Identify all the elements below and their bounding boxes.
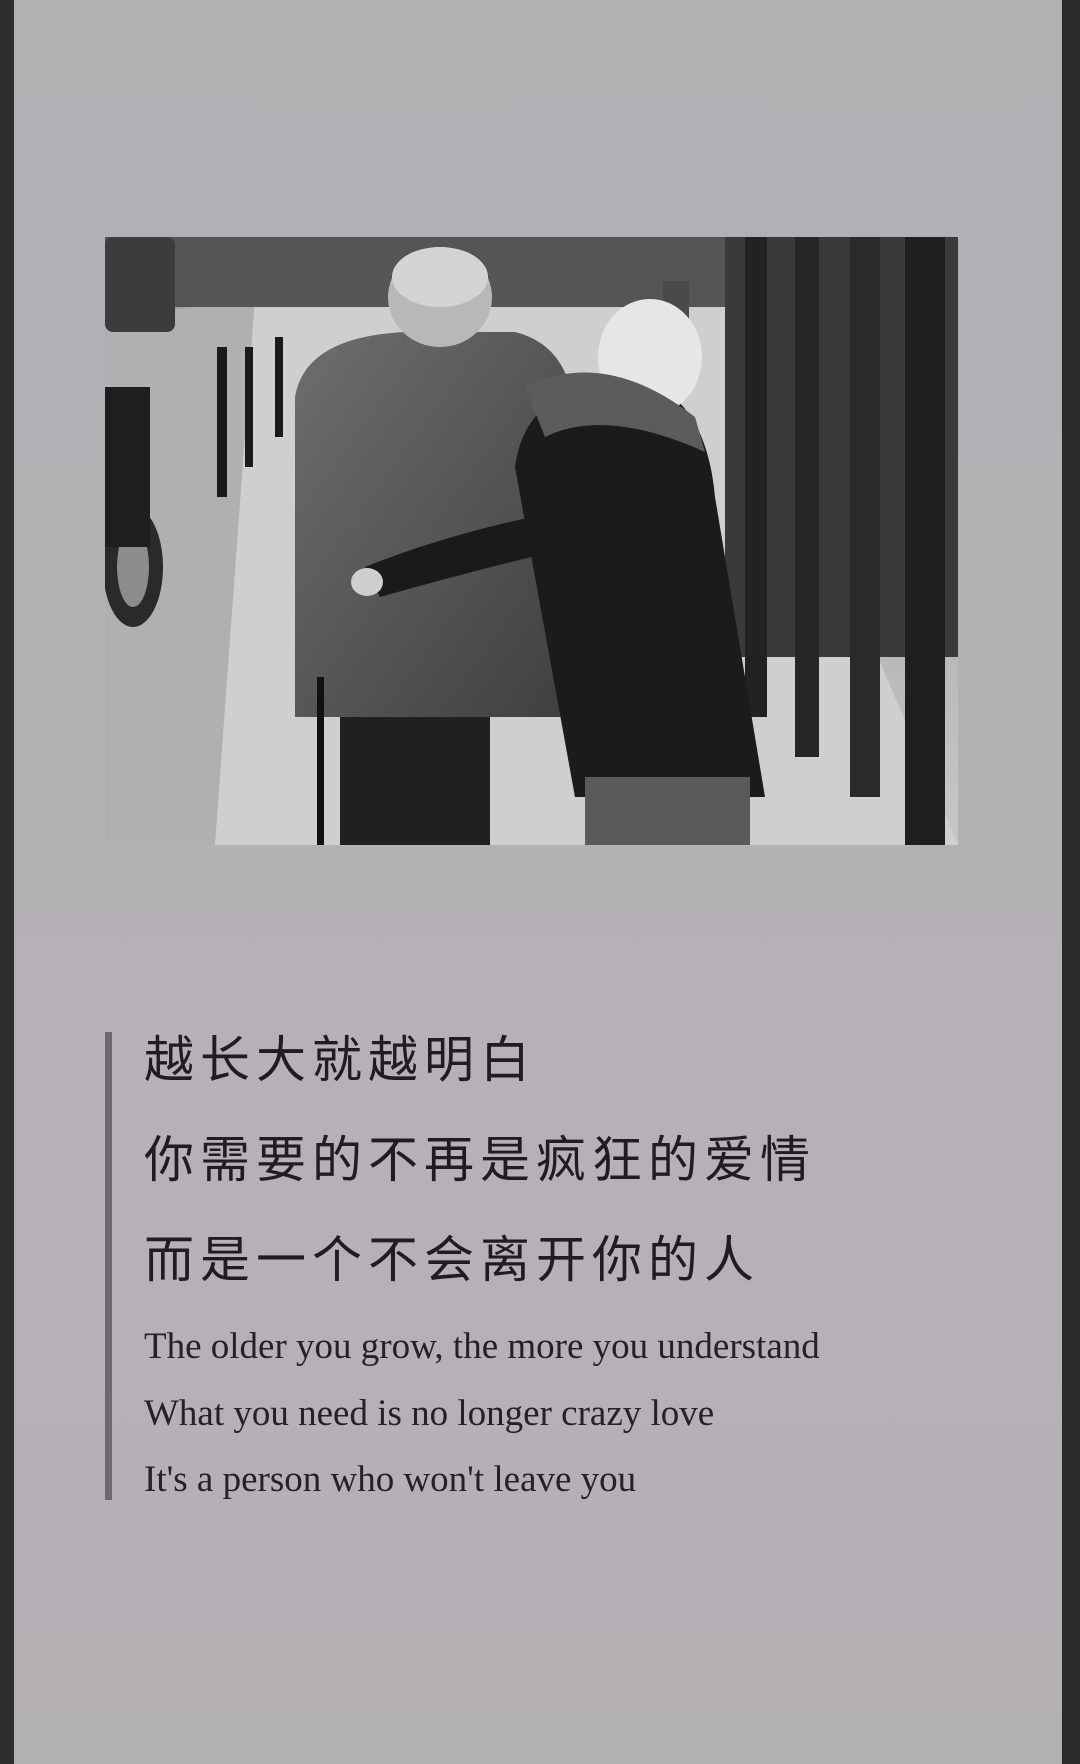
quote-zh-line-1: 越长大就越明白 <box>144 1031 536 1089</box>
photo-elderly-couple <box>105 237 958 845</box>
quote-zh-line-3: 而是一个不会离开你的人 <box>144 1231 760 1289</box>
quote-zh-line-2: 你需要的不再是疯狂的爱情 <box>144 1131 816 1189</box>
screen-edge-right <box>1062 0 1080 1764</box>
quote-en-line-1: The older you grow, the more you underst… <box>144 1326 820 1367</box>
quote-accent-bar <box>105 1032 112 1500</box>
quote-en-line-3: It's a person who won't leave you <box>144 1459 637 1500</box>
quote-en-line-2: What you need is no longer crazy love <box>144 1393 715 1434</box>
screen-edge-left <box>0 0 14 1764</box>
